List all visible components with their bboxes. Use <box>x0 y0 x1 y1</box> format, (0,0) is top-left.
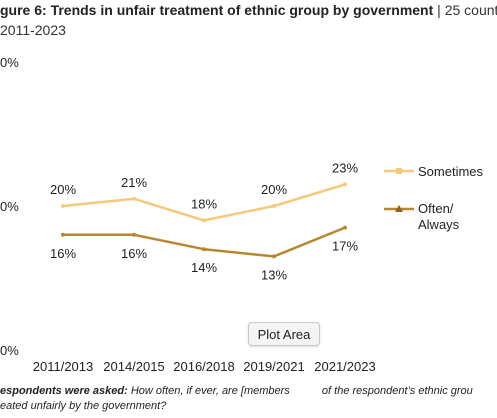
footnote-question: How often, if ever, are [members <box>130 385 290 397</box>
legend-label-often-line2: Always <box>418 217 460 232</box>
data-point-sometimes[interactable] <box>61 204 65 208</box>
figure-title-bold: gure 6: Trends in unfair treatment of et… <box>0 2 434 18</box>
data-point-often-always[interactable] <box>132 232 136 237</box>
x-tick-label: 2016/2018 <box>173 359 234 374</box>
series-layer <box>61 182 347 259</box>
legend-label-sometimes: Sometimes <box>418 164 484 179</box>
data-point-sometimes[interactable] <box>202 218 206 223</box>
legend-item-sometimes[interactable]: Sometimes <box>384 164 484 179</box>
data-point-often-always[interactable] <box>272 254 276 259</box>
data-label-sometimes: 18% <box>191 196 217 211</box>
data-label-sometimes: 20% <box>261 182 287 197</box>
data-label-often-always: 16% <box>121 246 147 261</box>
data-label-often-always: 16% <box>50 246 76 261</box>
legend-label-often-line1: Often/ <box>418 201 454 216</box>
data-label-sometimes: 21% <box>121 175 147 190</box>
figure-subtitle: 2011-2023 <box>0 22 66 38</box>
figure-title-rest: 25 count <box>444 2 497 18</box>
plot-area-tooltip: Plot Area <box>248 322 320 346</box>
data-label-sometimes: 23% <box>332 160 358 175</box>
figure-title-separator: | <box>437 2 441 18</box>
data-label-sometimes: 20% <box>50 182 76 197</box>
y-axis-ticks: 0% 0% 0% <box>0 55 19 358</box>
data-point-sometimes[interactable] <box>272 204 276 208</box>
series-line-often-always[interactable] <box>63 226 346 258</box>
legend-item-often-always[interactable]: Often/ Always <box>384 201 460 232</box>
y-tick-label: 0% <box>0 343 19 358</box>
legend[interactable]: Sometimes Often/ Always <box>384 164 484 232</box>
data-point-often-always[interactable] <box>202 247 206 252</box>
data-labels: 20% 21% 18% 20% 23% 16% 16% 14% 13% 17% <box>50 160 358 282</box>
x-axis-ticks: 2011/2013 2014/2015 2016/2018 2019/2021 2021… <box>33 359 376 374</box>
x-tick-label: 2011/2013 <box>33 359 94 374</box>
x-tick-label: 2014/2015 <box>103 359 164 374</box>
figure-title: gure 6: Trends in unfair treatment of et… <box>0 2 497 18</box>
data-label-often-always: 13% <box>261 267 287 282</box>
footnote-line-2: eated unfairly by the government? <box>0 400 167 412</box>
data-label-often-always: 14% <box>191 260 217 275</box>
y-tick-label: 0% <box>0 55 19 70</box>
footnote-bold: espondents were asked: <box>0 385 128 397</box>
data-point-often-always[interactable] <box>343 225 347 230</box>
footnote-question-cont: of the respondent’s ethnic grou <box>321 385 473 397</box>
footnote-line-1: espondents were asked: How often, if eve… <box>0 385 473 397</box>
y-tick-label: 0% <box>0 199 19 214</box>
data-label-often-always: 17% <box>332 239 358 254</box>
data-point-sometimes[interactable] <box>132 196 136 201</box>
data-point-often-always[interactable] <box>61 232 65 237</box>
x-tick-label: 2021/2023 <box>314 359 375 374</box>
legend-marker-often-always <box>395 205 403 212</box>
legend-marker-sometimes <box>396 168 402 174</box>
data-point-sometimes[interactable] <box>343 182 347 187</box>
x-tick-label: 2019/2021 <box>243 359 304 374</box>
